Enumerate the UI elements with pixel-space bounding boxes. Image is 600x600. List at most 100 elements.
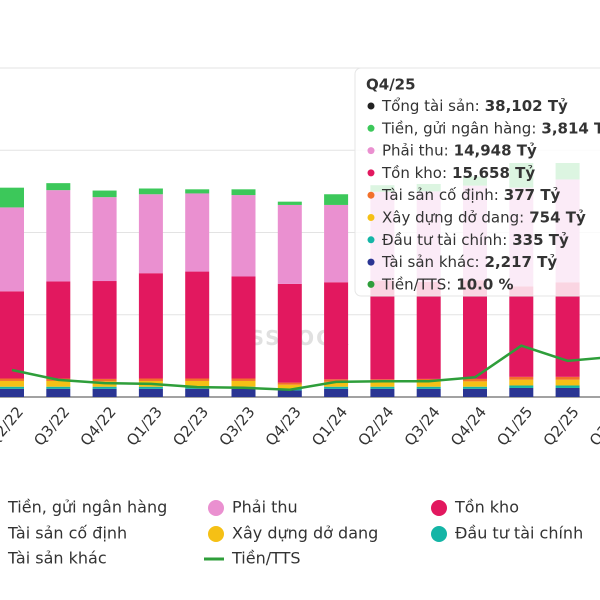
tooltip-label: Tiền/TTS: <box>381 275 451 293</box>
bar-segment <box>370 388 395 397</box>
bar-segment <box>0 378 24 381</box>
bar-segment <box>92 388 117 397</box>
bar-segment <box>185 271 210 379</box>
bar-segment <box>463 280 487 379</box>
bar-segment <box>370 386 395 389</box>
legend-marker <box>431 500 447 516</box>
bar-segment <box>138 188 163 195</box>
bar-segment <box>463 378 487 382</box>
tooltip-title: Q4/25 <box>366 76 416 94</box>
tooltip-row: Tài sản cố định: 377 Tỷ <box>381 186 561 204</box>
x-tick-label: Q4/24 <box>447 403 490 449</box>
bar-segment <box>0 187 24 208</box>
legend-label: Tiền/TTS <box>231 549 301 568</box>
tooltip-row: Tổng tài sản: 38,102 Tỷ <box>381 97 568 115</box>
tooltip-value: 15,658 Tỷ <box>452 163 535 181</box>
ratio-line <box>11 344 600 392</box>
bar-segment <box>509 286 534 377</box>
bar-segment <box>138 194 163 274</box>
bar-segment <box>370 381 395 387</box>
bar-segment <box>324 381 349 387</box>
tooltip-label: Phải thu: <box>382 141 449 159</box>
bar-segment <box>324 204 349 283</box>
x-tick-label: Q2/23 <box>169 403 212 449</box>
tooltip-row: Tài sản khác: 2,217 Tỷ <box>381 253 557 271</box>
legend-marker <box>431 526 447 542</box>
legend-label: Tồn kho <box>454 498 519 517</box>
bar-segment <box>46 183 71 191</box>
x-tick-label: Q2/22 <box>0 403 27 449</box>
tooltip-label: Tiền, gửi ngân hàng: <box>381 119 536 137</box>
legend-label: Đầu tư tài chính <box>455 524 583 543</box>
bar-segment <box>138 273 163 379</box>
legend-label: Tài sản khác <box>7 549 107 568</box>
bar-segment <box>277 201 302 205</box>
bar-segment <box>555 385 580 388</box>
bar-segment <box>231 195 256 277</box>
bar-segment <box>185 378 210 381</box>
tooltip-marker <box>367 280 375 288</box>
bar-segment <box>370 280 395 380</box>
bar-segment <box>277 283 302 383</box>
tooltip-marker <box>367 214 375 221</box>
bar-segment <box>138 386 163 389</box>
tooltip-value: 377 Tỷ <box>504 186 561 204</box>
x-tick-label: Q2/24 <box>354 403 397 449</box>
bar-segment <box>324 388 349 397</box>
bar-segment <box>416 381 441 387</box>
tooltip-row: Phải thu: 14,948 Tỷ <box>382 141 537 159</box>
tooltip-row: Tiền, gửi ngân hàng: 3,814 Tỷ <box>381 119 600 137</box>
bar-segment <box>92 378 117 382</box>
x-tick-label: Q2/25 <box>540 403 583 449</box>
legend-marker <box>208 526 224 542</box>
legend-label: Phải thu <box>232 498 298 517</box>
tooltip-marker <box>367 102 375 110</box>
tooltip-marker <box>367 258 375 266</box>
bar-segment <box>416 281 441 379</box>
bar-segment <box>416 388 441 397</box>
x-tick-label: Q1/24 <box>308 403 351 449</box>
bar-segment <box>463 381 487 387</box>
x-tick-label: Q4/23 <box>262 403 305 449</box>
x-tick-label: Q1/25 <box>493 403 536 449</box>
tooltip-row: Tiền/TTS: 10.0 % <box>381 275 514 293</box>
tooltip-label: Tồn kho: <box>381 163 447 181</box>
bar-segment <box>277 384 302 389</box>
legend-label: Tiền, gửi ngân hàng <box>7 498 167 517</box>
bar-segment <box>277 204 302 284</box>
x-tick-label: Q4/22 <box>77 403 120 449</box>
x-tick-label: Q3/24 <box>401 403 444 449</box>
tooltip-marker <box>367 124 375 132</box>
bar-segment <box>46 190 71 282</box>
bar-segment <box>92 190 117 198</box>
bar-segment <box>509 376 534 380</box>
bar-segment <box>0 386 24 389</box>
bar-segment <box>0 207 24 292</box>
tooltip-marker <box>367 191 375 199</box>
bar-segment <box>277 390 302 397</box>
tooltip-row: Tồn kho: 15,658 Tỷ <box>381 163 535 181</box>
bar-segment <box>231 380 256 387</box>
tooltip-marker <box>367 236 375 244</box>
bar-segment <box>324 386 349 389</box>
bar-segment <box>0 380 24 387</box>
legend-label: Tài sản cố định <box>7 524 127 543</box>
bar-segment <box>92 386 117 389</box>
tooltip-row: Xây dựng dở dang: 754 Tỷ <box>382 208 586 226</box>
bar-segment <box>0 291 24 379</box>
bar-segment <box>231 378 256 381</box>
bar-segment <box>185 380 210 387</box>
bar-segment <box>555 376 580 380</box>
bar-segment <box>509 385 534 388</box>
x-tick-label: Q3/25 <box>586 403 600 449</box>
bar-segment <box>231 276 256 379</box>
x-tick-label: Q3/23 <box>216 403 259 449</box>
bar-segment <box>324 282 349 380</box>
tooltip-label: Tài sản khác: <box>381 253 480 271</box>
bar-segment <box>277 382 302 385</box>
tooltip-value: 10.0 % <box>456 275 513 293</box>
tooltip-label: Xây dựng dở dang: <box>382 208 524 226</box>
bar-segment <box>463 386 487 389</box>
